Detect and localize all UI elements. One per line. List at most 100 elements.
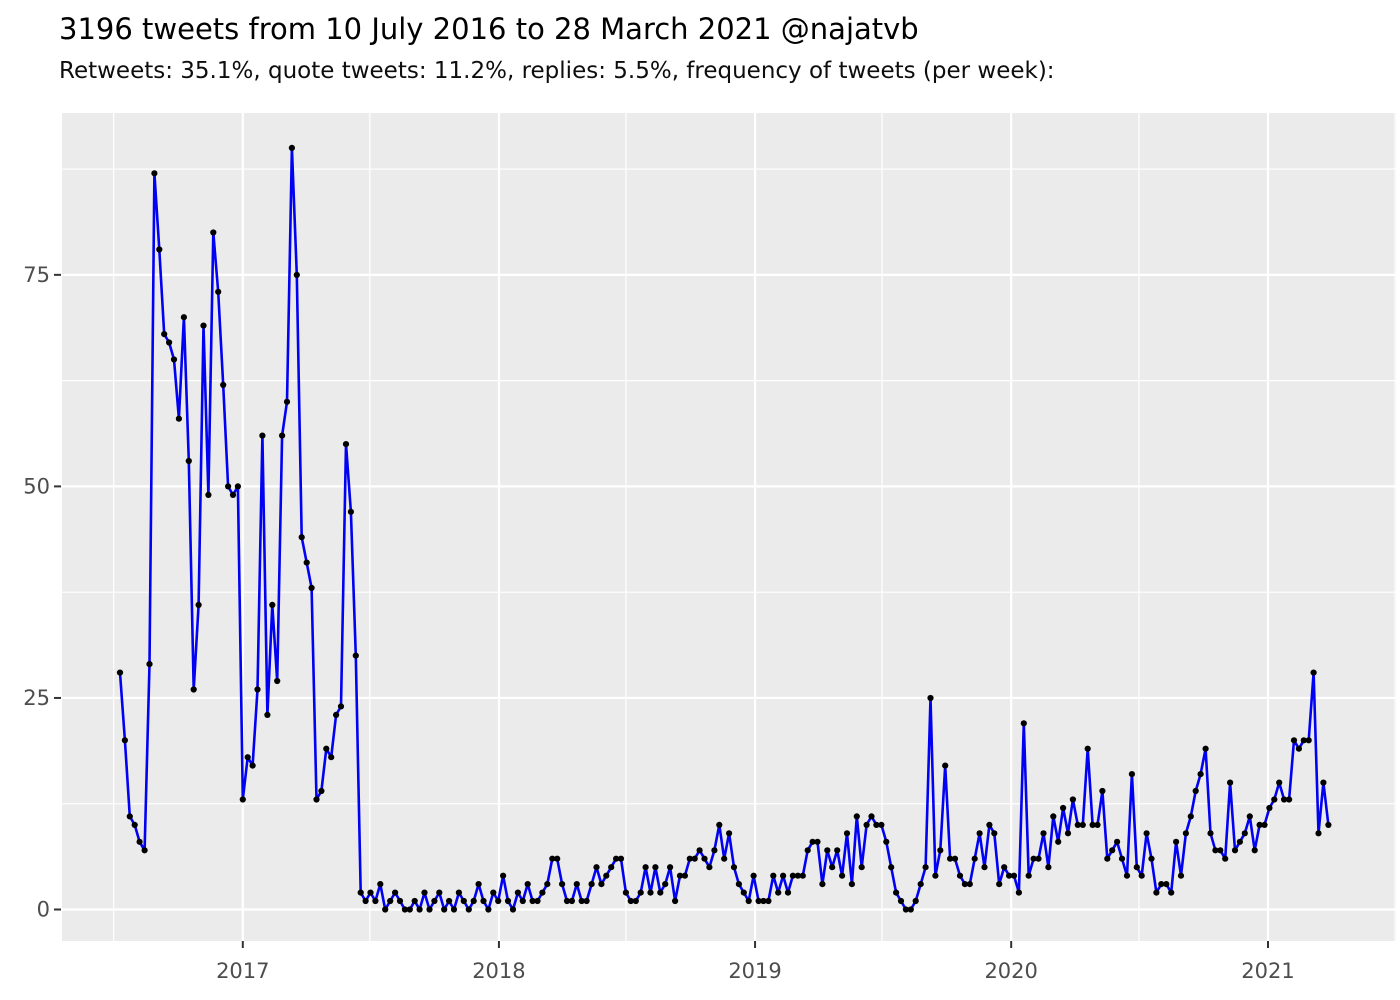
data-point <box>269 601 276 609</box>
data-point <box>490 889 497 896</box>
data-point <box>907 906 914 913</box>
data-point <box>1104 855 1111 862</box>
data-point <box>1099 787 1106 795</box>
data-point <box>1217 847 1224 854</box>
data-point <box>337 703 345 710</box>
data-point <box>1020 720 1027 727</box>
data-point <box>293 271 300 278</box>
data-point <box>947 855 954 862</box>
data-point <box>328 754 335 761</box>
data-point <box>672 897 679 905</box>
data-point <box>878 821 885 829</box>
data-point <box>161 331 168 338</box>
data-point <box>917 881 924 888</box>
data-point <box>1182 830 1189 837</box>
data-point <box>323 745 330 752</box>
data-point <box>116 669 124 676</box>
data-point <box>1089 821 1096 829</box>
data-point <box>1305 737 1312 744</box>
y-tick-label: 0 <box>37 898 50 922</box>
y-tick-label: 25 <box>23 686 50 710</box>
data-point <box>475 881 482 888</box>
data-point <box>274 677 281 685</box>
data-point <box>927 694 934 702</box>
data-point <box>1315 830 1322 837</box>
data-point <box>868 813 875 820</box>
data-point <box>863 821 870 829</box>
data-point <box>1079 821 1086 829</box>
data-point <box>991 830 998 837</box>
data-point <box>893 889 900 896</box>
data-point <box>436 889 443 896</box>
data-point <box>740 889 747 896</box>
data-point <box>308 584 315 592</box>
data-point <box>942 762 949 769</box>
data-point <box>839 872 846 879</box>
data-point <box>175 415 182 422</box>
data-point <box>264 711 271 719</box>
data-point <box>514 889 522 896</box>
data-point <box>1006 872 1013 879</box>
data-point <box>347 508 354 515</box>
data-point <box>170 356 178 363</box>
data-point <box>1177 872 1185 879</box>
data-point <box>166 339 173 346</box>
data-point <box>559 881 566 888</box>
data-point <box>539 889 546 896</box>
data-point <box>396 897 404 905</box>
data-point <box>1138 872 1145 879</box>
data-point <box>121 737 128 744</box>
data-point <box>190 686 197 693</box>
data-point <box>1256 821 1263 829</box>
data-point <box>1123 872 1131 879</box>
data-point <box>215 288 222 295</box>
data-point <box>843 830 851 837</box>
data-point <box>229 491 237 498</box>
data-point <box>598 881 605 888</box>
data-point <box>888 864 895 871</box>
data-point <box>902 906 910 913</box>
data-point <box>185 457 192 465</box>
data-point <box>829 864 836 871</box>
data-point <box>956 872 964 879</box>
data-point <box>1025 872 1032 879</box>
data-point <box>1148 855 1155 862</box>
data-point <box>809 838 816 845</box>
data-point <box>676 872 684 879</box>
data-point <box>848 881 856 888</box>
data-point <box>726 830 733 837</box>
data-point <box>691 855 698 862</box>
data-point <box>392 889 399 896</box>
x-tick-label: 2020 <box>984 959 1037 983</box>
data-point <box>544 881 551 888</box>
data-point <box>912 897 919 905</box>
data-point <box>254 686 261 693</box>
data-point <box>563 897 571 905</box>
data-point <box>421 889 428 896</box>
data-point <box>1001 864 1008 871</box>
data-point <box>1168 889 1175 896</box>
data-point <box>568 897 576 905</box>
data-point <box>279 432 286 439</box>
data-point <box>593 864 600 871</box>
data-point <box>225 483 232 490</box>
data-point <box>986 821 993 829</box>
data-point <box>519 897 526 905</box>
data-point <box>259 432 266 439</box>
data-point <box>1187 813 1194 820</box>
data-point <box>480 897 487 905</box>
data-point <box>696 847 703 854</box>
data-point <box>583 897 590 905</box>
data-point <box>460 897 467 905</box>
chart-subtitle: Retweets: 35.1%, quote tweets: 11.2%, re… <box>59 58 1055 84</box>
data-point <box>775 889 782 896</box>
data-point <box>529 897 536 905</box>
data-point <box>735 881 743 888</box>
data-point <box>834 847 841 854</box>
data-point <box>681 872 689 879</box>
data-point <box>858 864 865 871</box>
data-point <box>1143 830 1150 837</box>
data-point <box>1158 881 1165 888</box>
x-tick-label: 2019 <box>728 959 781 983</box>
